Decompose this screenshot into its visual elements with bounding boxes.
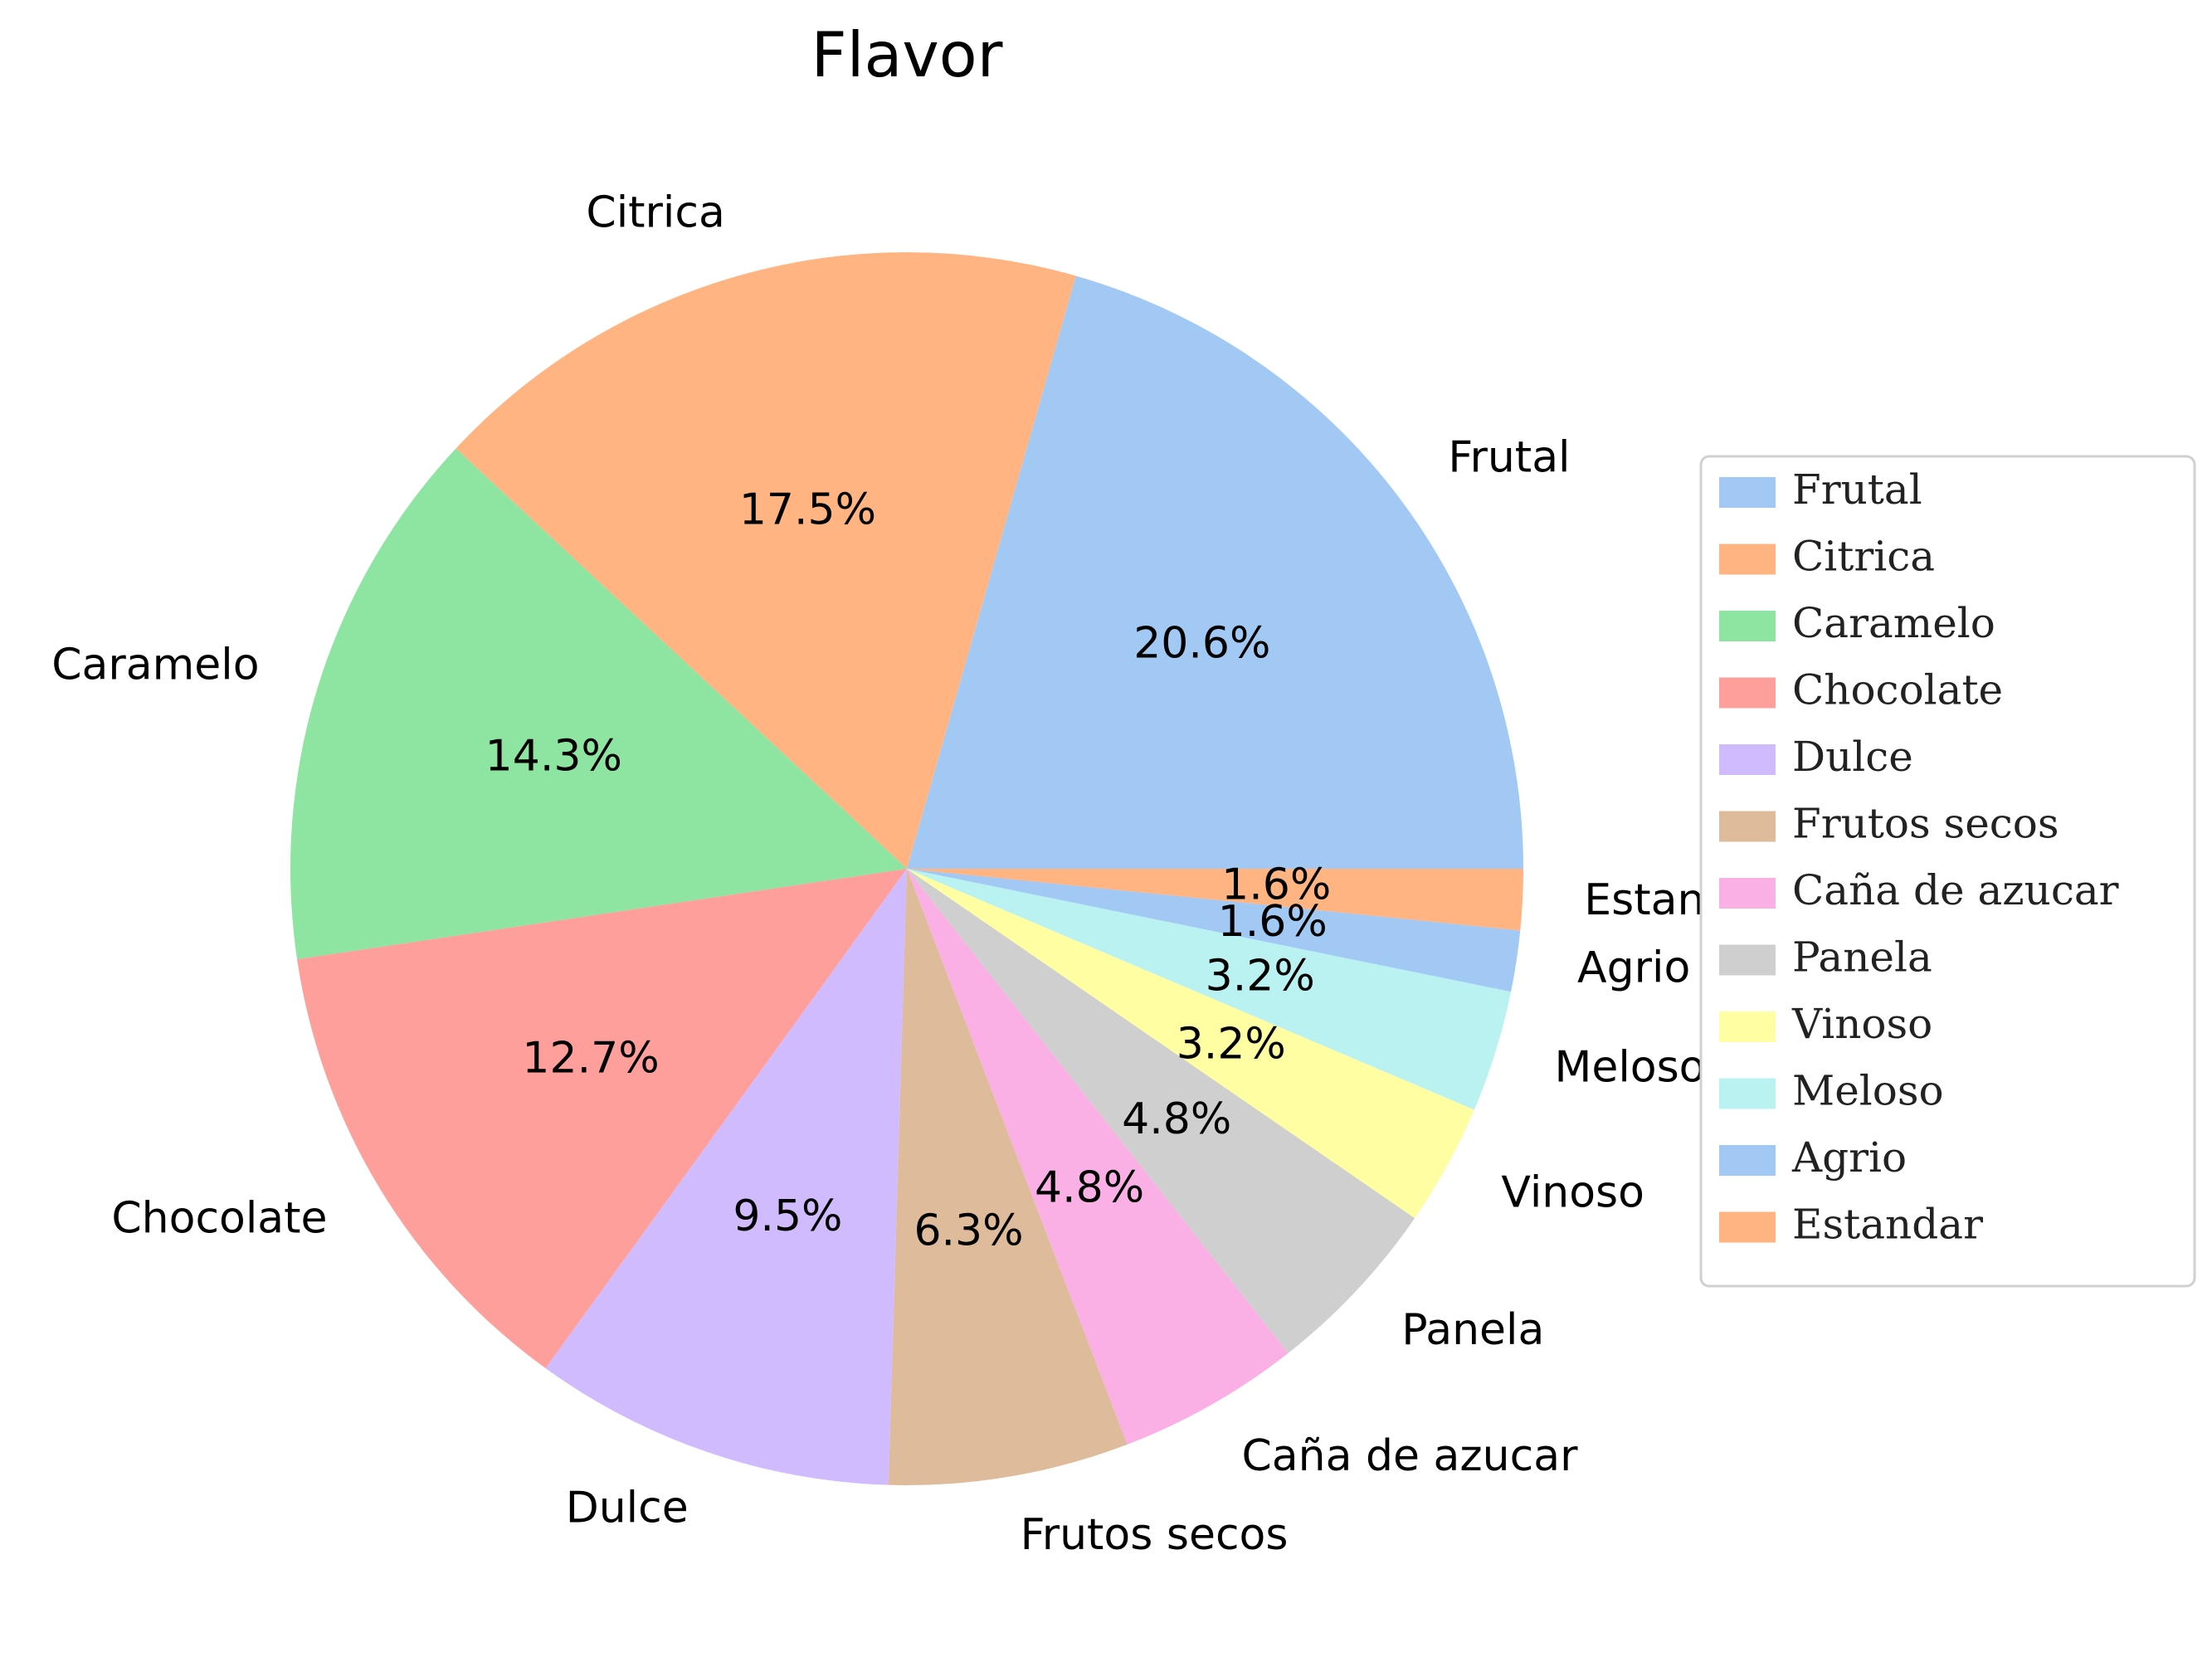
pie-slices — [290, 251, 1523, 1486]
legend-label-meloso: Meloso — [1792, 1067, 1944, 1115]
legend-swatch-frutal — [1719, 477, 1776, 508]
slice-labels: Frutal Citrica Caramelo Chocolate Dulce Fruto… — [51, 188, 1776, 1560]
percent-label-frutos-secos: 6.3% — [914, 1206, 1023, 1256]
legend-label-dulce: Dulce — [1792, 733, 1913, 781]
pie-slice-citrica — [456, 251, 1076, 869]
percent-label-dulce: 9.5% — [733, 1192, 842, 1241]
legend-label-cana-de-azucar: Caña de azucar — [1792, 866, 2119, 914]
legend-label-frutos-secos: Frutos secos — [1792, 800, 2059, 848]
legend-label-estandar: Estandar — [1792, 1201, 1983, 1249]
pie-slice-caramelo — [290, 448, 907, 960]
pie-slice-estandar — [907, 869, 1523, 931]
slice-label-panela: Panela — [1401, 1305, 1544, 1355]
legend-swatch-vinoso — [1719, 1011, 1776, 1042]
slice-label-cana-de-azucar: Caña de azucar — [1241, 1431, 1578, 1481]
legend-label-citrica: Citrica — [1792, 533, 1935, 581]
percent-label-caramelo: 14.3% — [485, 732, 622, 782]
slice-label-dulce: Dulce — [566, 1484, 689, 1533]
slice-label-chocolate: Chocolate — [111, 1193, 327, 1243]
percent-labels: 20.6%17.5%14.3%12.7%9.5% 6.3%4.8%4.8%3.2%… — [485, 485, 1332, 1256]
slice-label-caramelo: Caramelo — [51, 640, 259, 690]
legend-swatch-cana-de-azucar — [1719, 878, 1776, 909]
slice-label-meloso: Meloso — [1554, 1043, 1705, 1093]
slice-label-agrio: Agrio — [1577, 943, 1690, 993]
legend-swatch-caramelo — [1719, 611, 1776, 641]
percent-label-chocolate: 12.7% — [522, 1034, 659, 1084]
slice-label-citrica: Citrica — [586, 188, 724, 238]
legend-label-caramelo: Caramelo — [1792, 599, 1995, 647]
percent-label-frutal: 20.6% — [1133, 618, 1270, 668]
percent-label-citrica: 17.5% — [739, 485, 876, 535]
legend-label-chocolate: Chocolate — [1792, 666, 2003, 714]
percent-label-cana-de-azucar: 4.8% — [1035, 1163, 1144, 1213]
percent-label-agrio: 1.6% — [1218, 897, 1328, 947]
legend-swatch-estandar — [1719, 1211, 1776, 1243]
percent-label-estandar: 1.6% — [1221, 860, 1331, 909]
slice-label-frutos-secos: Frutos secos — [1021, 1510, 1289, 1560]
legend-swatch-citrica — [1719, 543, 1776, 575]
slice-label-frutal: Frutal — [1448, 433, 1570, 483]
pie-slice-vinoso — [907, 869, 1474, 1219]
legend: Frutal Citrica Caramelo Chocolate Dulce Fruto… — [1699, 455, 2196, 1288]
pie-slice-dulce — [545, 869, 907, 1485]
legend-frame — [1699, 455, 2196, 1288]
slice-label-vinoso: Vinoso — [1501, 1167, 1644, 1217]
percent-label-panela: 4.8% — [1122, 1094, 1231, 1144]
legend-swatch-dulce — [1719, 744, 1776, 775]
percent-label-vinoso: 3.2% — [1177, 1020, 1286, 1070]
pie-slice-meloso — [907, 869, 1512, 1110]
legend-swatch-panela — [1719, 944, 1776, 976]
pie-slice-agrio — [907, 869, 1521, 992]
percent-label-meloso: 3.2% — [1206, 951, 1315, 1001]
pie-slice-panela — [907, 869, 1415, 1353]
legend-swatch-frutos-secos — [1719, 811, 1776, 842]
legend-label-agrio: Agrio — [1791, 1133, 1907, 1182]
pie-slice-frutal — [907, 275, 1523, 869]
legend-label-panela: Panela — [1792, 933, 1932, 982]
chart-title: Flavor — [811, 18, 1002, 91]
legend-label-frutal: Frutal — [1792, 465, 1922, 514]
pie-slice-chocolate — [297, 869, 907, 1369]
pie-slice-frutos-secos — [888, 869, 1128, 1486]
legend-swatch-agrio — [1719, 1145, 1776, 1176]
legend-label-vinoso: Vinoso — [1791, 1000, 1932, 1048]
legend-swatch-meloso — [1719, 1078, 1776, 1109]
legend-swatch-chocolate — [1719, 677, 1776, 709]
pie-slice-cana-de-azucar — [907, 869, 1289, 1445]
